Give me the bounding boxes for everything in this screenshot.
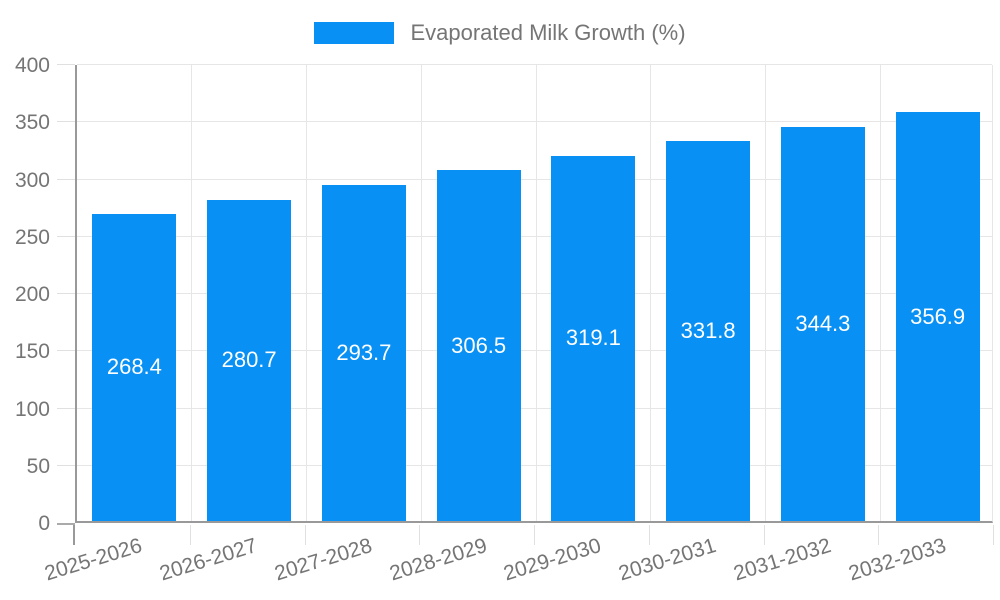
gridline-vertical — [420, 65, 422, 521]
legend-label: Evaporated Milk Growth (%) — [410, 20, 686, 45]
y-tick — [57, 464, 75, 466]
y-tick — [57, 407, 75, 409]
gridline-horizontal — [77, 235, 992, 237]
y-axis-tick-label: 400 — [14, 54, 50, 77]
bar-value-label: 356.9 — [910, 303, 966, 329]
bar-2030-2031[interactable]: 331.8 — [666, 141, 751, 521]
y-axis-tick-label: 100 — [14, 397, 50, 421]
x-tick — [648, 525, 650, 545]
bar-value-label: 268.4 — [106, 354, 162, 380]
y-axis-tick-label: 150 — [14, 340, 50, 364]
gridline-vertical — [191, 65, 193, 521]
legend[interactable]: Evaporated Milk Growth (%) — [0, 20, 1000, 46]
x-tick — [419, 525, 421, 545]
y-axis-tick-label: 300 — [14, 168, 50, 192]
bar-2025-2026[interactable]: 268.4 — [92, 213, 177, 521]
x-tick — [534, 525, 535, 545]
bar-value-label: 319.1 — [565, 325, 621, 351]
bar-value-label: 280.7 — [221, 347, 277, 373]
bar-value-label: 306.5 — [451, 332, 507, 358]
y-tick — [57, 178, 75, 180]
bar-2032-2033[interactable]: 356.9 — [895, 112, 980, 521]
y-tick — [57, 350, 75, 352]
y-axis-tick-label: 0 — [38, 512, 50, 535]
gridline-horizontal — [77, 121, 992, 123]
gridline-vertical — [879, 65, 881, 521]
legend-swatch — [314, 22, 395, 44]
y-axis-tick-label: 50 — [26, 454, 50, 478]
bar-2027-2028[interactable]: 293.7 — [321, 184, 406, 521]
gridline-vertical — [306, 65, 307, 521]
bar-2026-2027[interactable]: 280.7 — [207, 199, 292, 521]
y-axis-tick-label: 200 — [14, 283, 50, 306]
bar-value-label: 293.7 — [336, 339, 392, 365]
bar-2029-2030[interactable]: 319.1 — [551, 155, 636, 521]
x-tick — [878, 525, 880, 545]
y-tick — [57, 293, 75, 294]
x-tick — [189, 525, 191, 545]
gridline-horizontal — [77, 293, 992, 294]
y-tick — [57, 64, 75, 65]
x-tick — [304, 525, 306, 545]
bar-value-label: 344.3 — [795, 310, 851, 336]
gridline-vertical — [765, 65, 766, 521]
gridline-horizontal — [77, 64, 992, 65]
gridline-horizontal — [77, 350, 992, 352]
gridline-vertical — [650, 65, 652, 521]
gridline-horizontal — [77, 464, 992, 466]
y-tick-zero — [57, 523, 75, 525]
y-tick — [57, 235, 75, 237]
bar-2028-2029[interactable]: 306.5 — [436, 170, 521, 521]
x-tick-zero — [73, 525, 75, 545]
x-tick — [763, 525, 765, 545]
y-axis-tick-label: 350 — [14, 111, 50, 135]
y-tick — [57, 121, 75, 123]
y-axis-tick-label: 250 — [14, 225, 50, 249]
plot-area: 268.4 280.7 293.7 306.5 319.1 331.8 344.3 356.9 — [75, 64, 993, 523]
gridline-horizontal — [77, 407, 992, 409]
gridline-horizontal — [77, 178, 992, 180]
gridline-vertical — [535, 65, 537, 521]
x-tick — [993, 525, 994, 545]
bar-value-label: 331.8 — [680, 318, 736, 344]
bar-2031-2032[interactable]: 344.3 — [780, 126, 865, 521]
